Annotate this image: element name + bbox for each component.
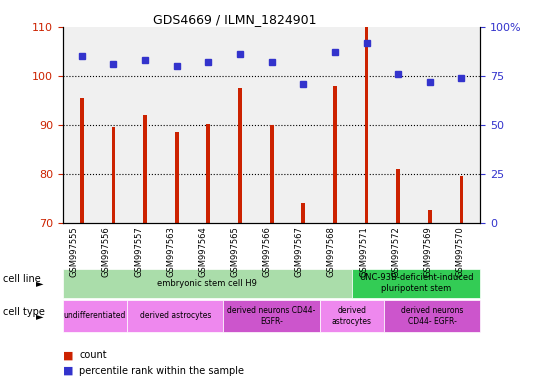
Text: GSM997567: GSM997567 (295, 227, 304, 277)
Text: GSM997556: GSM997556 (102, 227, 111, 277)
Text: ►: ► (36, 278, 44, 288)
Bar (175, 132, 179, 223)
Bar (428, 210, 432, 223)
Text: GSM997564: GSM997564 (198, 227, 207, 277)
Text: percentile rank within the sample: percentile rank within the sample (79, 366, 244, 376)
Text: derived neurons CD44-
EGFR-: derived neurons CD44- EGFR- (228, 306, 316, 326)
Text: cell type: cell type (3, 307, 45, 317)
Text: derived astrocytes: derived astrocytes (140, 311, 211, 320)
Text: GSM997565: GSM997565 (230, 227, 240, 277)
Text: cell line: cell line (3, 274, 40, 285)
Bar (80, 98, 84, 223)
Bar (301, 203, 305, 223)
Text: GSM997555: GSM997555 (70, 227, 79, 277)
Text: GSM997569: GSM997569 (423, 227, 432, 277)
Text: ■: ■ (63, 350, 73, 360)
Bar (333, 86, 337, 223)
Text: GSM997557: GSM997557 (134, 227, 143, 277)
Text: GSM997571: GSM997571 (359, 227, 368, 277)
Text: undifferentiated: undifferentiated (64, 311, 126, 320)
Bar (238, 88, 242, 223)
Text: ►: ► (36, 311, 44, 321)
Text: GSM997563: GSM997563 (166, 227, 175, 277)
Text: UNC-93B-deficient-induced
pluripotent stem: UNC-93B-deficient-induced pluripotent st… (359, 273, 473, 293)
Text: GDS4669 / ILMN_1824901: GDS4669 / ILMN_1824901 (153, 13, 317, 26)
Bar (206, 124, 210, 223)
Text: GSM997572: GSM997572 (391, 227, 400, 277)
Text: embryonic stem cell H9: embryonic stem cell H9 (157, 279, 257, 288)
Text: GSM997570: GSM997570 (455, 227, 465, 277)
Text: GSM997568: GSM997568 (327, 227, 336, 277)
Bar (365, 27, 369, 223)
Text: GSM997566: GSM997566 (263, 227, 272, 277)
Text: derived
astrocytes: derived astrocytes (332, 306, 372, 326)
Bar (270, 125, 274, 223)
Bar (460, 176, 464, 223)
Bar (111, 127, 115, 223)
Bar (396, 169, 400, 223)
Text: derived neurons
CD44- EGFR-: derived neurons CD44- EGFR- (401, 306, 464, 326)
Text: count: count (79, 350, 107, 360)
Bar (143, 115, 147, 223)
Text: ■: ■ (63, 366, 73, 376)
